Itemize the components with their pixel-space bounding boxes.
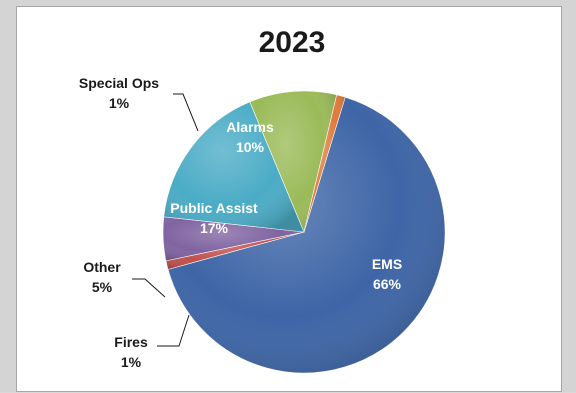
pie-chart: 2023 EMS 66% Fires 1% Other 5% Public Assist 17… [79,26,446,374]
slice-label-alarms: Alarms [226,119,274,135]
slice-value-public-assist: 17% [200,220,229,236]
slice-value-special-ops: 1% [109,95,130,111]
chart-area: 2023 EMS 66% Fires 1% Other 5% Public Assist 17… [16,6,562,392]
leader-line-other [132,278,166,298]
pie-slice-shading [304,94,346,232]
slice-label-public-assist: Public Assist [170,200,258,216]
leader-line-fires [157,314,190,347]
slice-label-other: Other [83,259,121,275]
slice-label-special-ops: Special Ops [79,75,159,91]
pie-slice-shading [163,101,304,232]
pie-slice-shading [249,91,337,232]
slice-value-ems: 66% [373,276,402,292]
slice-value-fires: 1% [121,354,142,370]
slice-label-fires: Fires [114,334,148,350]
slice-value-alarms: 10% [236,139,265,155]
pie-slice-shading [165,232,304,270]
pie-slice-shading [168,97,445,373]
chart-title: 2023 [259,26,326,59]
leader-line-special-ops [173,93,199,132]
pie-slice-shading [162,216,304,261]
slice-value-other: 5% [92,279,113,295]
slice-label-ems: EMS [372,256,402,272]
